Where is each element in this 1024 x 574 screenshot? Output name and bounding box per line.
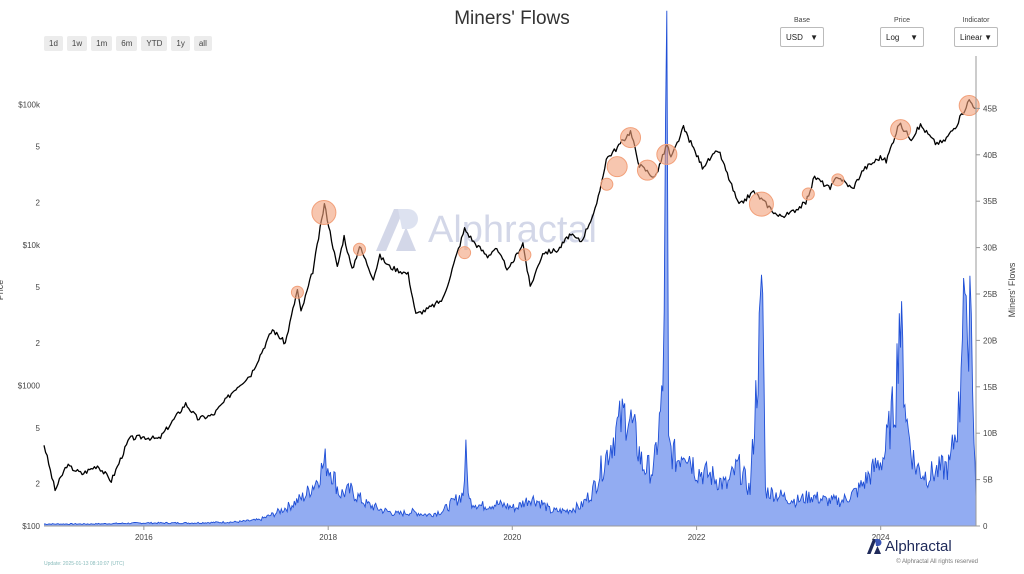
miners-flows-series — [43, 10, 977, 527]
indicator-control: Indicator Linear ▼ — [954, 17, 998, 47]
highlight-marker — [600, 177, 614, 191]
y-right-tick-label: 40B — [983, 151, 997, 160]
axes: 2016 2018 2020 2022 2024 $100 2 5 $1000 2 5 $10k 2 5 $… — [0, 56, 1017, 542]
indicator-label: Indicator — [962, 17, 990, 24]
highlight-markers — [290, 95, 980, 299]
highlight-marker — [352, 242, 366, 256]
y-left-tick-label: 2 — [36, 339, 41, 348]
y-right-tick-label: 25B — [983, 290, 997, 299]
y-right-axis-title: Miners' Flows — [1007, 262, 1017, 317]
y-left-tick-label: $100k — [18, 100, 41, 109]
base-select[interactable]: USD ▼ — [780, 27, 824, 47]
range-1m-button[interactable]: 1m — [91, 36, 113, 51]
highlight-marker — [606, 156, 628, 178]
brand-logo[interactable]: Alphractal — [866, 538, 952, 555]
y-left-tick-label: 2 — [36, 480, 41, 489]
logo-text: Alphractal — [885, 538, 952, 555]
range-1y-button[interactable]: 1y — [171, 36, 190, 51]
y-right-tick-label: 10B — [983, 429, 997, 438]
indicator-value: Linear — [960, 32, 983, 42]
highlight-marker — [831, 173, 845, 187]
y-right-tick-label: 5B — [983, 476, 993, 485]
chevron-down-icon: ▼ — [910, 32, 918, 42]
base-value: USD — [786, 32, 803, 42]
y-left-tick-label: $10k — [23, 241, 41, 250]
range-selector: 1d 1w 1m 6m YTD 1y all — [44, 36, 212, 51]
y-right-tick-label: 20B — [983, 336, 997, 345]
y-left-tick-label: 2 — [36, 199, 41, 208]
y-right-tick-label: 0 — [983, 522, 988, 531]
y-right-tick-label: 15B — [983, 383, 997, 392]
highlight-marker — [656, 143, 678, 165]
y-right-tick-label: 30B — [983, 244, 997, 253]
highlight-marker — [290, 285, 304, 299]
base-label: Base — [794, 17, 810, 24]
highlight-marker — [890, 119, 912, 141]
highlight-marker — [801, 187, 815, 201]
miners-flows-line — [43, 10, 977, 525]
y-left-tick-label: $1000 — [18, 381, 41, 390]
chevron-down-icon: ▼ — [810, 32, 818, 42]
y-left-tick-label: 5 — [36, 143, 41, 152]
x-tick-label: 2020 — [503, 533, 521, 542]
indicator-select[interactable]: Linear ▼ — [954, 27, 998, 47]
alphractal-logo-icon — [867, 539, 882, 554]
price-control: Price Log ▼ — [880, 17, 924, 47]
y-right-tick-label: 35B — [983, 197, 997, 206]
price-value: Log — [886, 32, 900, 42]
range-6m-button[interactable]: 6m — [116, 36, 138, 51]
range-ytd-button[interactable]: YTD — [141, 36, 168, 51]
x-tick-label: 2018 — [319, 533, 337, 542]
y-right-tick-label: 45B — [983, 104, 997, 113]
price-select[interactable]: Log ▼ — [880, 27, 924, 47]
highlight-marker — [958, 95, 980, 117]
y-left-tick-label: $100 — [22, 522, 40, 531]
price-series — [43, 99, 977, 492]
x-tick-label: 2024 — [872, 533, 890, 542]
miners-flows-area — [44, 10, 976, 527]
update-timestamp: Update: 2025-01-13 08:10:07 (UTC) — [44, 561, 125, 567]
x-tick-label: 2022 — [688, 533, 706, 542]
highlight-marker — [620, 127, 642, 149]
chevron-down-icon: ▼ — [984, 32, 992, 42]
y-left-tick-label: 5 — [36, 283, 41, 292]
price-line — [43, 99, 977, 492]
chart-title: Miners' Flows — [454, 8, 570, 29]
highlight-marker — [748, 191, 774, 217]
copyright-text: © Alphractal All rights reserved — [896, 559, 978, 565]
base-control: Base USD ▼ — [780, 17, 824, 47]
range-all-button[interactable]: all — [193, 36, 212, 51]
highlight-marker — [458, 246, 472, 260]
x-tick-label: 2016 — [135, 533, 153, 542]
highlight-marker — [311, 199, 337, 225]
highlight-marker — [518, 248, 532, 262]
price-label: Price — [894, 17, 910, 24]
y-left-tick-label: 5 — [36, 424, 41, 433]
highlight-marker — [636, 159, 658, 181]
range-1w-button[interactable]: 1w — [66, 36, 88, 51]
y-left-axis-title: Price — [0, 280, 5, 301]
range-1d-button[interactable]: 1d — [44, 36, 63, 51]
